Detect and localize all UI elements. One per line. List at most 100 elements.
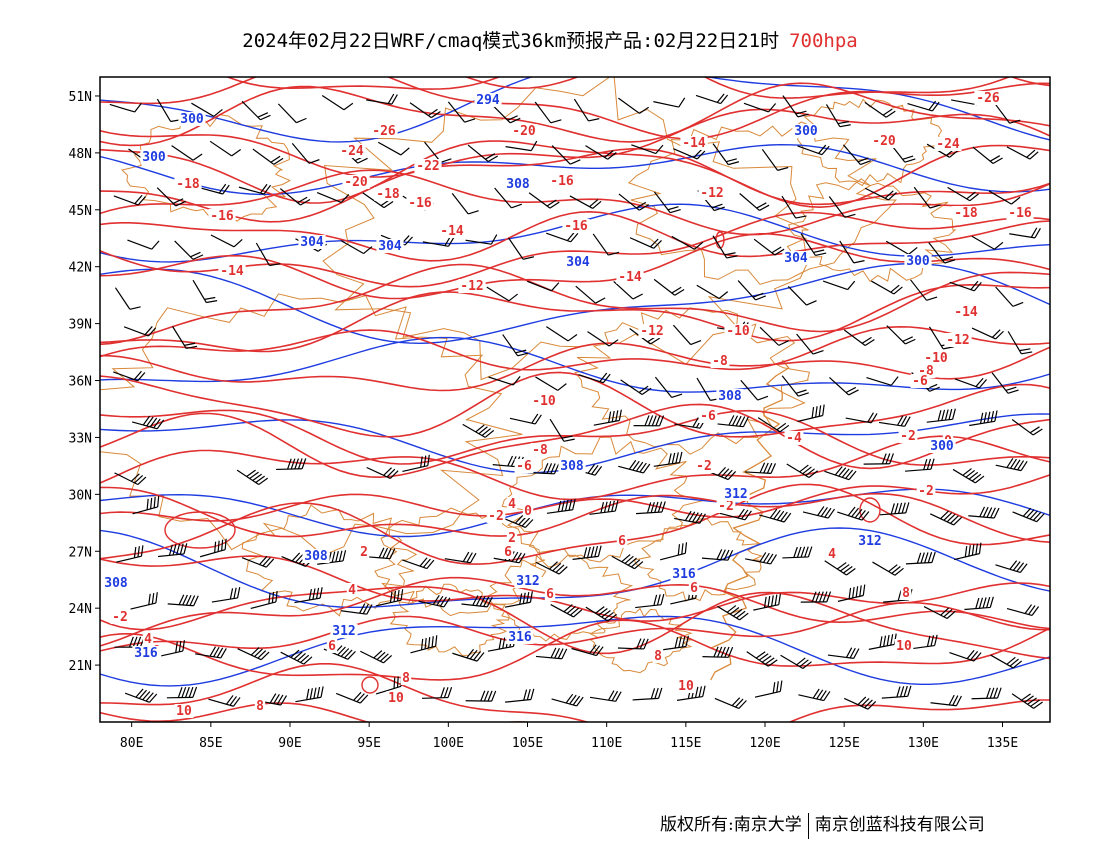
wind-barb: [617, 638, 649, 650]
contour-label: -6: [516, 459, 532, 474]
geopotential-height-contour: [100, 527, 1050, 608]
wind-barb: [255, 693, 288, 706]
contour-label: -20: [512, 124, 536, 139]
temperature-isotherm: [100, 147, 1050, 223]
wind-barb: [277, 103, 307, 124]
wind-barb: [743, 102, 777, 113]
wind-barb: [1007, 331, 1033, 355]
contour-label: -8: [712, 354, 728, 369]
contour-label: -16: [210, 209, 234, 224]
wind-barb: [701, 549, 734, 561]
contour-label: -18: [176, 177, 200, 192]
wind-barb: [837, 584, 866, 602]
contour-label: 8: [402, 671, 410, 686]
temperature-closed-contour: [859, 497, 881, 523]
contour-label: 2: [360, 545, 368, 560]
contour-label: 316: [134, 646, 158, 661]
wind-barb: [863, 453, 894, 465]
wind-barb: [210, 234, 243, 248]
wind-barb: [508, 237, 535, 260]
wind-barb: [757, 417, 790, 433]
wind-barb: [781, 375, 809, 397]
wind-barb: [571, 644, 604, 657]
temperature-isotherm: [100, 619, 1050, 681]
wind-barb: [635, 593, 665, 609]
geopotential-height-contour: [100, 615, 1050, 687]
contour-label: -24: [936, 137, 960, 152]
wind-barb: [592, 233, 620, 256]
contour-label: 300: [142, 150, 166, 165]
wind-barb: [842, 144, 871, 166]
wind-barb: [237, 646, 270, 661]
temperature-isotherm: [100, 403, 1050, 479]
contour-label: 304: [566, 255, 590, 270]
wind-barb: [653, 278, 685, 296]
wind-barb: [192, 279, 218, 304]
wind-barb: [746, 651, 778, 667]
wind-barb: [712, 143, 740, 166]
wind-barb: [653, 191, 681, 214]
wind-barb: [995, 560, 1028, 574]
contour-label: 8: [902, 586, 910, 601]
contour-label: 308: [104, 576, 128, 591]
wind-barb: [759, 326, 789, 346]
wind-barb: [660, 635, 689, 651]
wind-barb: [546, 231, 579, 243]
temperature-isotherm: [100, 325, 1050, 371]
wind-barb: [316, 192, 350, 204]
wind-barb: [535, 376, 567, 391]
wind-barb: [910, 279, 938, 301]
boundary-line: [786, 178, 957, 283]
wind-barb: [740, 379, 769, 401]
wind-barb: [465, 234, 498, 245]
wind-barb: [116, 545, 144, 563]
wind-barb: [377, 141, 410, 156]
lat-tick-label: 33N: [69, 431, 92, 446]
wind-barb: [535, 561, 568, 575]
wind-barb: [879, 502, 910, 516]
temperature-isotherm: [100, 702, 536, 722]
wind-barb: [825, 104, 851, 128]
wind-barb: [714, 697, 747, 710]
wind-barb: [787, 286, 817, 306]
wind-barb: [660, 542, 688, 561]
contour-label: 294: [476, 93, 500, 108]
wind-barb: [585, 606, 617, 622]
temperature-isotherm: [90, 0, 1060, 31]
wind-barb: [156, 187, 186, 207]
wind-barb: [132, 415, 165, 430]
temperature-isotherm: [100, 371, 1050, 438]
wind-barb: [839, 240, 865, 264]
lat-tick-label: 51N: [69, 90, 92, 105]
wind-barb: [132, 495, 160, 515]
wind-barb: [1011, 419, 1043, 436]
boundary-line: [633, 518, 764, 602]
wind-barb: [913, 186, 941, 209]
wind-barb: [886, 325, 916, 345]
wind-barb: [845, 412, 878, 424]
wind-barb: [928, 242, 956, 264]
wind-barb: [923, 606, 956, 620]
contour-label: -2: [918, 484, 934, 499]
wind-barbs: [109, 93, 1045, 710]
temperature-isotherm: [100, 601, 1050, 652]
lon-tick-label: 90E: [278, 736, 301, 751]
wind-barb: [546, 498, 576, 514]
wind-barb: [294, 587, 323, 604]
contour-label: -22: [416, 159, 439, 174]
contour-label: -18: [954, 206, 978, 221]
wind-barb: [739, 193, 770, 211]
contour-label: -16: [550, 174, 574, 189]
wind-barb: [631, 144, 664, 155]
wind-barb: [452, 648, 485, 662]
wind-barb: [550, 604, 583, 618]
geopotential-height-contour: [100, 77, 1050, 143]
wind-barb: [1006, 604, 1040, 616]
wind-barb: [949, 649, 982, 662]
wind-barb: [905, 458, 935, 472]
wind-barb: [712, 235, 738, 259]
lon-tick-label: 95E: [357, 736, 380, 751]
wind-barb: [593, 409, 622, 426]
lat-tick-label: 45N: [69, 204, 92, 219]
wind-barb: [618, 97, 649, 114]
